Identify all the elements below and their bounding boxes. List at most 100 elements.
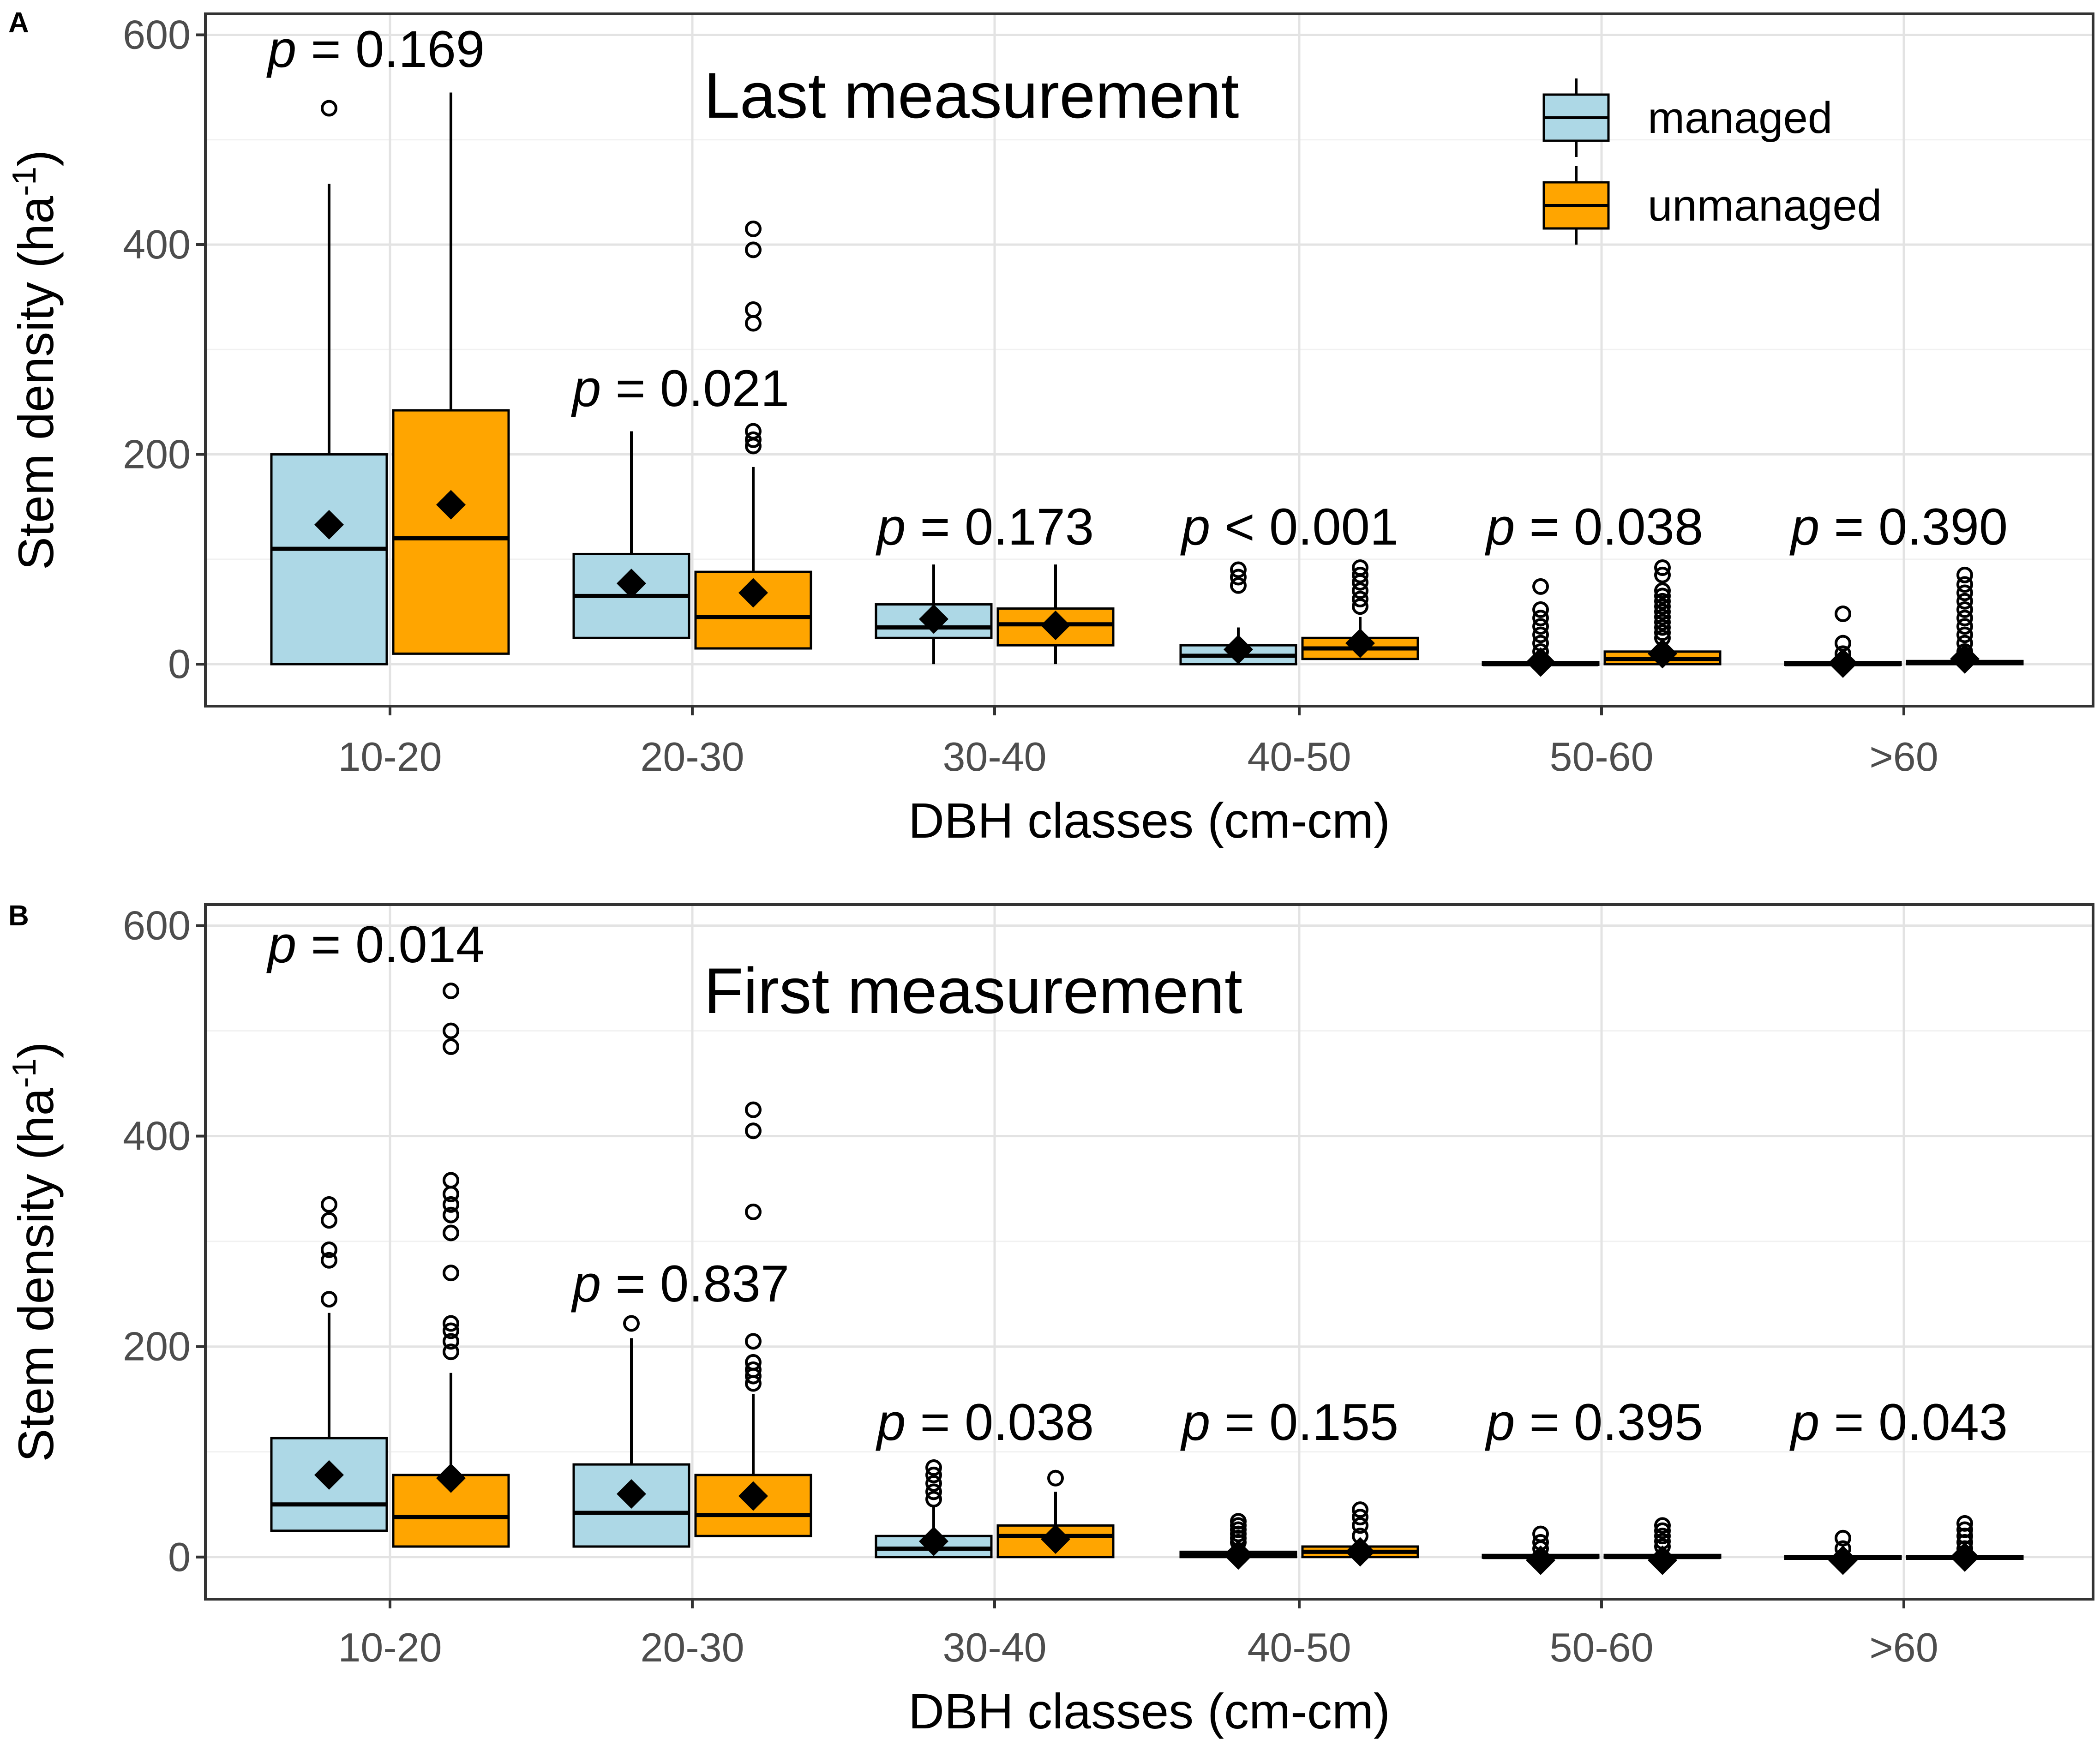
outlier-point (1654, 1522, 1671, 1539)
outlier-point (1654, 582, 1671, 599)
x-tick-label: >60 (1869, 734, 1938, 780)
p-value-text: = 0.173 (906, 498, 1094, 556)
box-unmanaged-30-40 (996, 1469, 1115, 1559)
outlier-point (443, 1206, 459, 1223)
outlier-point (1654, 619, 1671, 636)
p-value-label: p = 0.021 (571, 360, 789, 417)
mean-marker (617, 569, 646, 599)
outlier-point (1352, 591, 1368, 608)
mean-marker (1648, 1545, 1677, 1575)
outlier-point (1654, 566, 1671, 583)
legend-item-managed: managed (1542, 78, 1832, 157)
outlier-point (1956, 1521, 1973, 1538)
panel-title: Last measurement (704, 59, 1239, 132)
x-tick-label: 40-50 (1247, 734, 1351, 780)
outlier-point (443, 1196, 459, 1213)
p-value-text: = 0.390 (1819, 498, 2008, 556)
mean-marker (1224, 1540, 1253, 1570)
p-value-text: = 0.169 (296, 20, 485, 78)
mean-marker (738, 1481, 768, 1511)
outlier-point (321, 1196, 337, 1213)
p-value-text: = 0.155 (1210, 1393, 1398, 1451)
outlier-point (1956, 593, 1973, 610)
outlier-point (1532, 610, 1549, 627)
p-value-symbol: p (571, 1255, 601, 1313)
box-managed-30-40 (875, 564, 993, 665)
outlier-point (1230, 1513, 1247, 1530)
box-unmanaged-20-30 (694, 220, 812, 650)
outlier-point (443, 1224, 459, 1241)
p-value-label: p = 0.837 (571, 1255, 789, 1313)
x-axis-title: DBH classes (cm-cm) (908, 1683, 1390, 1739)
box-managed->60 (1784, 606, 1902, 678)
x-tick-label: 50-60 (1549, 1625, 1653, 1670)
box-managed-20-30 (572, 1315, 690, 1548)
p-value-symbol: p (1485, 1393, 1515, 1451)
outlier-point (321, 1291, 337, 1308)
y-axis-title: Stem density (ha-1) (6, 1042, 64, 1462)
outlier-point (745, 1354, 762, 1371)
mean-marker (436, 1463, 466, 1493)
mean-marker (738, 578, 768, 608)
p-value-text: = 0.021 (601, 360, 789, 417)
mean-marker (1345, 1537, 1375, 1567)
p-value-label: p = 0.014 (266, 916, 485, 973)
outlier-point (1352, 582, 1368, 599)
panel-A: A 0 200 400 600 10-20 20-30 30-40 40-50 50-60 >60 p… (6, 7, 2094, 848)
legend-item-unmanaged: unmanaged (1542, 166, 1882, 245)
p-value-symbol: p (1485, 498, 1515, 556)
outlier-point (745, 1122, 762, 1139)
y-axis-title: Stem density (ha-1) (6, 150, 64, 570)
panel-title: First measurement (704, 954, 1242, 1027)
p-value-label: p = 0.038 (876, 1393, 1094, 1451)
y-tick-label: 600 (123, 12, 191, 57)
p-value-label: p = 0.169 (266, 20, 485, 78)
outlier-point (1532, 626, 1549, 643)
outlier-point (745, 301, 762, 318)
outlier-point (745, 1203, 762, 1220)
p-value-text: = 0.837 (601, 1255, 789, 1313)
outlier-point (745, 1101, 762, 1118)
p-value-symbol: p (1180, 1393, 1210, 1451)
y-axis-title-base: Stem density (ha (8, 196, 64, 570)
box-unmanaged-40-50 (1301, 559, 1419, 660)
outlier-point (745, 431, 762, 448)
y-tick-label: 400 (123, 1113, 191, 1159)
x-tick-label: 40-50 (1247, 1625, 1351, 1670)
outlier-point (745, 1361, 762, 1378)
outlier-point (1230, 577, 1247, 594)
outlier-point (443, 982, 459, 999)
box-managed-40-50 (1179, 561, 1297, 666)
mean-marker (1526, 647, 1555, 677)
box-unmanaged-10-20 (392, 92, 510, 655)
outlier-point (1532, 578, 1549, 595)
box-body (392, 409, 510, 655)
outlier-point (321, 1252, 337, 1269)
outlier-point (925, 1491, 942, 1508)
outlier-point (1956, 610, 1973, 627)
p-value-label: p = 0.390 (1789, 498, 2008, 556)
p-value-label: p < 0.001 (1180, 498, 1398, 556)
mean-marker (1041, 1524, 1070, 1554)
mean-marker (1950, 1542, 1980, 1572)
outlier-point (623, 1315, 640, 1332)
y-tick-label: 0 (168, 1534, 191, 1580)
x-tick-label: 20-30 (640, 1625, 744, 1670)
outlier-point (1352, 1517, 1368, 1534)
outlier-point (1835, 606, 1851, 622)
x-tick-label: 30-40 (942, 1625, 1046, 1670)
outlier-point (1532, 601, 1549, 618)
y-tick-label: 200 (123, 1324, 191, 1369)
p-value-symbol: p (876, 498, 906, 556)
x-tick-label: 50-60 (1549, 734, 1653, 780)
outlier-point (745, 220, 762, 237)
outlier-point (1532, 1525, 1549, 1542)
box-managed-10-20 (270, 1196, 388, 1532)
box-managed-50-60 (1482, 578, 1600, 677)
mean-marker (919, 604, 948, 634)
y-tick-label: 400 (123, 222, 191, 267)
outlier-point (1532, 618, 1549, 635)
outlier-point (1956, 566, 1973, 583)
p-value-label: p = 0.173 (876, 498, 1094, 556)
